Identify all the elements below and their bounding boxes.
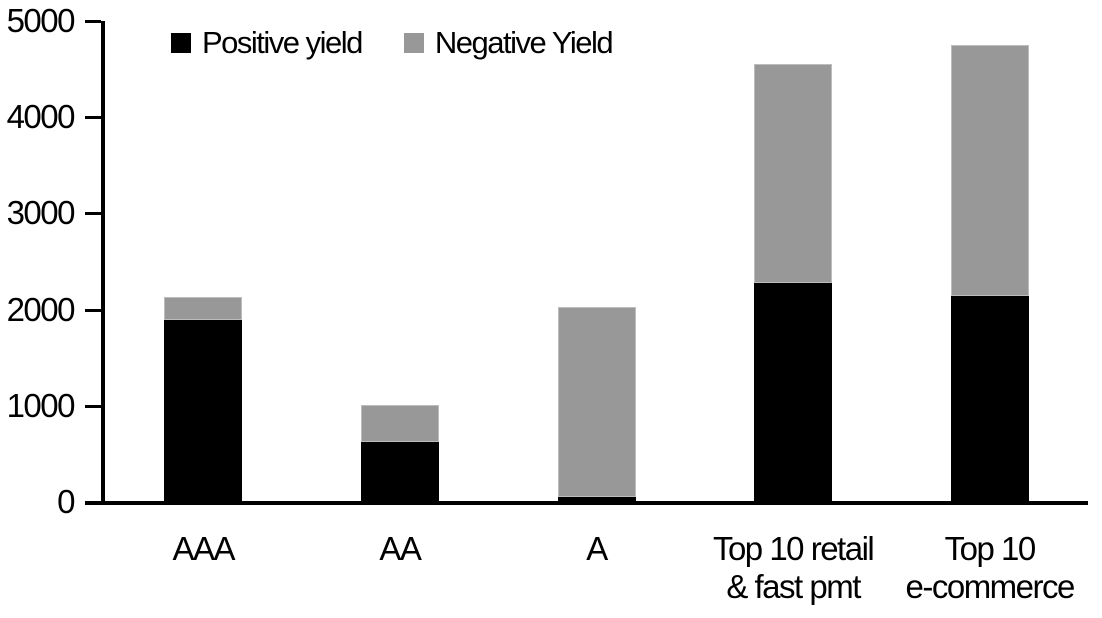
y-axis-tick-label: 1000	[6, 386, 76, 424]
bar-segment-positive	[754, 282, 833, 502]
legend-swatch-positive-yield-icon	[171, 33, 191, 53]
y-axis-tick-label: 2000	[6, 290, 76, 328]
legend-label-positive-yield: Positive yield	[202, 25, 363, 60]
legend-swatch-negative-yield-icon	[403, 33, 424, 53]
y-axis-tick-label: 3000	[6, 194, 76, 232]
bar-segment-negative	[950, 45, 1029, 297]
legend-label-negative-yield: Negative Yield	[434, 25, 614, 60]
bar-segment-positive	[164, 320, 243, 502]
x-axis-category-label: AA	[379, 530, 422, 567]
y-axis-tick	[85, 116, 101, 120]
x-axis-category-label: Top 10 e-commerce	[905, 530, 1076, 605]
y-axis-tick-label: 0	[57, 483, 75, 520]
y-axis-tick-label: 4000	[6, 98, 76, 136]
legend-item-negative-yield: Negative Yield	[403, 25, 614, 61]
x-axis-category-label: AAA	[172, 530, 236, 567]
bar-segment-negative	[164, 297, 243, 321]
bar-segment-positive	[557, 497, 636, 502]
y-axis-tick	[85, 212, 101, 216]
legend-item-positive-yield: Positive yield	[171, 25, 363, 61]
bar-segment-negative	[360, 405, 439, 443]
y-axis-line	[101, 21, 105, 505]
y-axis-tick	[85, 404, 101, 408]
x-axis-category-label: Top 10 retail & fast pmt	[712, 530, 875, 605]
x-axis-line	[85, 501, 1088, 505]
bar-segment-negative	[557, 307, 636, 498]
bar-segment-positive	[360, 442, 439, 502]
bar-segment-negative	[754, 63, 833, 283]
chart-legend: Positive yield Negative Yield	[171, 25, 614, 61]
x-axis-category-label: A	[586, 530, 608, 567]
y-axis-tick	[85, 308, 101, 312]
y-axis-tick	[85, 20, 101, 23]
bar-segment-positive	[950, 296, 1029, 502]
y-axis-tick-label: 5000	[6, 2, 76, 39]
